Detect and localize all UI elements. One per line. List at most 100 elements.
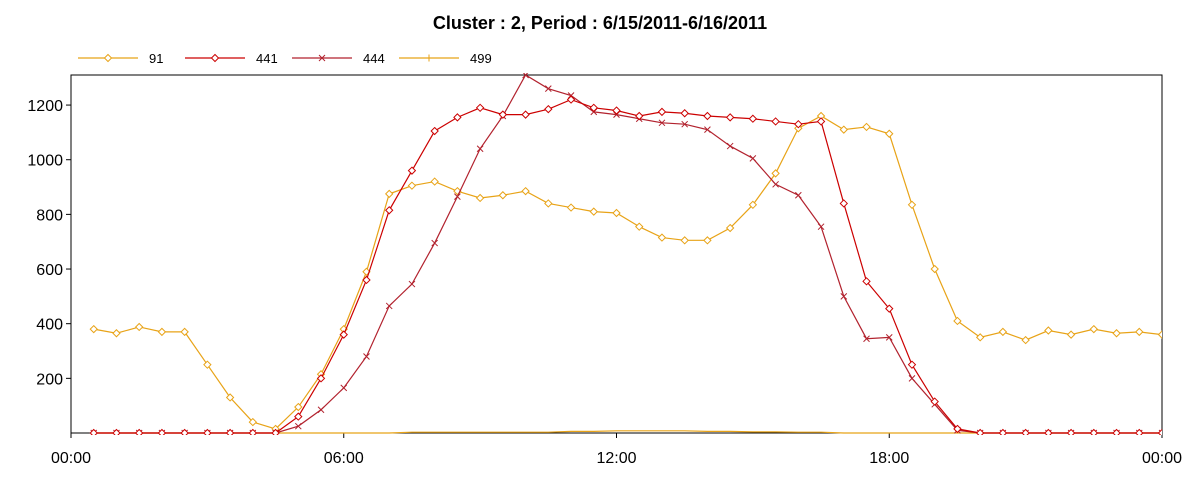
data-point-441 [475,103,485,113]
series-line-91 [93,115,1162,430]
data-point-441 [294,412,303,421]
data-point-444 [431,239,439,247]
data-point-441 [566,95,576,104]
data-point-441 [1135,428,1144,435]
data-point-441 [385,206,394,215]
data-point-441 [907,360,917,369]
data-point-444 [772,180,779,188]
data-point-441 [657,107,667,117]
data-point-91 [566,203,576,212]
data-point-91 [1021,335,1030,345]
data-point-91 [521,186,530,196]
data-point-441 [498,110,508,119]
data-point-441 [1089,428,1099,435]
data-point-91 [498,191,508,200]
x-tick-label: 00:00 [51,450,91,467]
data-point-444 [863,335,870,343]
data-point-91 [953,316,962,326]
legend-label: 444 [363,51,385,66]
legend-label: 441 [256,51,278,66]
data-point-441 [544,104,553,114]
data-point-444 [794,191,802,199]
data-point-91 [771,169,780,178]
data-point-91 [725,223,735,233]
data-point-444 [522,73,529,79]
legend-marker [103,53,113,63]
data-point-444 [908,374,916,382]
data-point-441 [271,428,280,435]
data-point-441 [521,110,530,119]
x-tick-label: 18:00 [869,450,909,467]
chart-title: Cluster : 2, Period : 6/15/2011-6/16/201… [432,13,768,33]
data-point-441 [885,304,894,313]
data-point-91 [930,264,939,274]
data-point-441 [316,374,326,383]
data-point-91 [612,208,621,218]
plot-frame [70,74,1163,434]
data-point-441 [1157,428,1162,435]
axes: 200 400 600 800 1000 1200 00:00 06:00 12:00 18:00… [27,74,1182,467]
data-point-441 [157,428,167,435]
data-point-441 [453,113,462,122]
data-point-444 [340,384,348,392]
data-point-441 [862,277,871,286]
legend-item-441: 441 [185,51,278,66]
y-tick-label: 200 [36,371,63,388]
x-tick-label: 12:00 [596,450,636,467]
data-point-441 [89,428,98,435]
legend-marker [318,54,326,62]
data-point-91 [180,327,189,337]
data-point-444 [294,422,302,430]
data-point-441 [1021,428,1030,435]
data-point-91 [203,360,212,369]
data-point-441 [362,275,371,285]
y-tick-label: 400 [36,317,63,334]
x-tick-label: 00:00 [1142,450,1182,467]
data-point-441 [203,428,212,435]
data-point-91 [839,125,848,134]
data-point-91 [1135,327,1144,337]
data-point-441 [407,166,417,175]
data-point-441 [680,109,689,118]
data-point-441 [748,114,758,123]
data-point-441 [953,424,962,434]
data-point-441 [703,111,712,121]
data-point-441 [794,119,803,129]
legend-label: 499 [470,51,492,66]
data-point-91 [1044,326,1053,335]
data-point-441 [248,428,258,435]
data-point-444 [704,126,711,134]
data-point-444 [363,353,370,360]
data-point-91 [1066,330,1076,339]
data-point-441 [612,106,621,115]
data-point-91 [680,236,689,245]
legend-item-499: 499 [399,51,492,66]
data-point-444 [840,293,848,300]
data-point-91 [635,222,644,231]
data-point-444 [317,406,325,414]
data-point-91 [134,322,144,332]
data-point-444 [544,85,552,93]
series-group [89,73,1162,435]
data-point-444 [454,193,461,200]
y-tick-label: 800 [36,207,63,224]
data-point-441 [430,126,439,136]
data-point-91 [385,189,394,199]
series-441 [89,95,1162,435]
y-tick-label: 1200 [27,98,63,115]
data-point-91 [407,181,417,190]
data-point-91 [1089,324,1099,334]
data-point-444 [817,223,825,231]
data-point-91 [885,129,894,138]
data-point-91 [225,393,235,402]
data-point-441 [589,103,598,113]
data-point-91 [453,186,462,196]
data-point-91 [1157,330,1162,339]
data-point-91 [430,177,439,186]
data-point-91 [544,199,553,208]
data-point-444 [681,120,689,128]
data-point-91 [89,324,98,334]
legend-label: 91 [149,51,163,66]
data-point-441 [725,113,735,122]
